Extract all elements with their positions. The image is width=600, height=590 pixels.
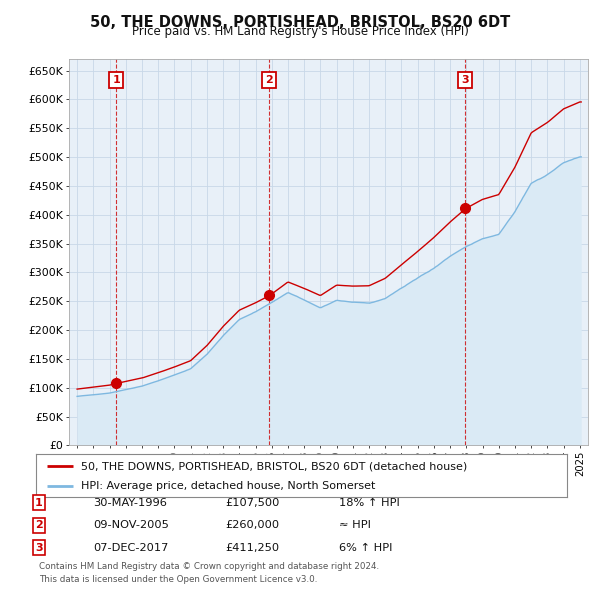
Text: 3: 3 (461, 76, 469, 85)
Text: 07-DEC-2017: 07-DEC-2017 (93, 543, 169, 552)
Text: 50, THE DOWNS, PORTISHEAD, BRISTOL, BS20 6DT (detached house): 50, THE DOWNS, PORTISHEAD, BRISTOL, BS20… (81, 461, 467, 471)
Text: 3: 3 (35, 543, 43, 552)
Text: ≈ HPI: ≈ HPI (339, 520, 371, 530)
Text: Contains HM Land Registry data © Crown copyright and database right 2024.: Contains HM Land Registry data © Crown c… (39, 562, 379, 571)
Text: 6% ↑ HPI: 6% ↑ HPI (339, 543, 392, 552)
Text: 2: 2 (35, 520, 43, 530)
Text: £107,500: £107,500 (225, 498, 280, 507)
Text: Price paid vs. HM Land Registry's House Price Index (HPI): Price paid vs. HM Land Registry's House … (131, 25, 469, 38)
Text: £411,250: £411,250 (225, 543, 279, 552)
Text: 09-NOV-2005: 09-NOV-2005 (93, 520, 169, 530)
Text: 1: 1 (112, 76, 120, 85)
Text: 50, THE DOWNS, PORTISHEAD, BRISTOL, BS20 6DT: 50, THE DOWNS, PORTISHEAD, BRISTOL, BS20… (90, 15, 510, 30)
Text: 2: 2 (266, 76, 274, 85)
Text: £260,000: £260,000 (225, 520, 279, 530)
Text: 1: 1 (35, 498, 43, 507)
Text: This data is licensed under the Open Government Licence v3.0.: This data is licensed under the Open Gov… (39, 575, 317, 584)
Text: 30-MAY-1996: 30-MAY-1996 (93, 498, 167, 507)
Text: 18% ↑ HPI: 18% ↑ HPI (339, 498, 400, 507)
Text: HPI: Average price, detached house, North Somerset: HPI: Average price, detached house, Nort… (81, 481, 376, 491)
